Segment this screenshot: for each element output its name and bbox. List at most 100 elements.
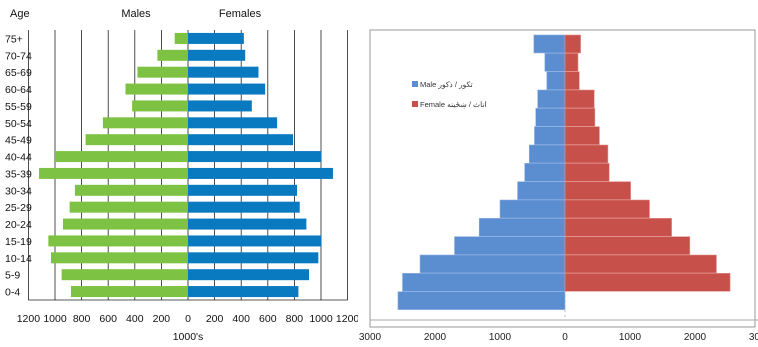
x-tick-label: 600 (259, 313, 277, 325)
female-bar (188, 201, 300, 213)
female-bar (188, 184, 298, 196)
female-bar (564, 53, 579, 72)
female-bar (564, 126, 600, 145)
female-bar (188, 286, 299, 298)
female-bar (564, 34, 581, 54)
male-bar (61, 269, 188, 281)
category-label: 20-24 (5, 219, 32, 231)
x-tick-label: 200 (153, 313, 171, 325)
x-tick-label: 2000 (684, 332, 707, 343)
male-bar (534, 126, 566, 145)
male-bar (48, 235, 188, 247)
x-tick-label: 200 (206, 313, 224, 325)
male-bar (74, 184, 188, 196)
category-label: 65-69 (5, 67, 32, 79)
category-label: 30-34 (5, 185, 32, 197)
x-tick-label: 800 (286, 313, 304, 325)
x-tick-label: 1200 (336, 313, 358, 325)
male-bar (517, 181, 566, 200)
female-bar (188, 117, 278, 129)
x-tick-label: 1200 (17, 313, 41, 325)
male-bar (537, 89, 566, 109)
legend-label-male: Male تکور / ذکور (420, 80, 473, 89)
category-label: 50-54 (5, 118, 32, 130)
male-bar (524, 163, 566, 182)
category-label: 55-59 (5, 101, 32, 113)
male-bar (62, 218, 189, 230)
male-bar (157, 49, 188, 61)
series-label-males: Males (121, 8, 151, 20)
category-label: 45-49 (5, 135, 32, 147)
male-bar (397, 291, 566, 310)
right-population-pyramid: 3000 2000 1000 0 1000 2000 3000 Male تکور / ذکو… (359, 29, 758, 343)
female-bar (564, 163, 610, 182)
female-bar (564, 144, 609, 164)
category-label: 40-44 (5, 152, 32, 164)
category-label: 60-64 (5, 84, 32, 96)
female-bar (188, 49, 246, 61)
female-bar (564, 199, 650, 219)
legend-swatch-male (412, 81, 418, 87)
series-label-females: Females (219, 8, 262, 20)
category-label: 10-14 (5, 253, 32, 265)
female-bar (564, 218, 672, 237)
male-bar (55, 151, 188, 163)
female-bar (188, 66, 259, 78)
left-population-pyramid: Age Males Females 75+ 70-74 65-69 60-64 55-59 50… (5, 8, 358, 343)
x-tick-label: 1000 (43, 313, 67, 325)
female-bar (564, 181, 631, 200)
female-bar (188, 167, 333, 179)
male-bar (137, 66, 188, 78)
x-tick-label: 3000 (749, 332, 758, 343)
male-bar (51, 252, 189, 264)
female-bar (188, 100, 252, 112)
category-label: 5-9 (5, 270, 20, 282)
male-bar (69, 201, 188, 213)
female-bar (188, 218, 307, 230)
male-bar (102, 117, 188, 129)
female-bar (564, 71, 580, 90)
male-bar (402, 273, 566, 292)
male-bar (528, 144, 566, 164)
category-label: 70-74 (5, 50, 32, 62)
x-tick-label: 0 (185, 313, 191, 325)
female-bar (188, 235, 321, 247)
legend-swatch-female (412, 101, 418, 107)
male-bar (70, 286, 188, 298)
x-tick-label: 2000 (424, 332, 447, 343)
plot-frame (369, 29, 756, 328)
male-bar (546, 71, 566, 90)
male-bar (533, 34, 566, 54)
female-bar (188, 269, 310, 281)
male-bar (544, 53, 566, 72)
female-bar (564, 108, 596, 127)
x-tick-label: 400 (232, 313, 250, 325)
category-label: 35-39 (5, 168, 32, 180)
male-bar (454, 236, 566, 255)
female-bar (188, 134, 294, 146)
x-tick-label: 0 (562, 332, 568, 343)
male-bar (499, 199, 566, 219)
female-bar (564, 254, 717, 274)
female-bar (564, 89, 595, 109)
category-label: 15-19 (5, 236, 32, 248)
legend-label-female: Female اناث / ښځینه (420, 100, 487, 109)
male-bar (478, 218, 566, 237)
female-bar (188, 252, 319, 264)
male-bar (39, 167, 188, 179)
x-tick-label: 1000 (309, 313, 333, 325)
x-tick-label: 1000 (619, 332, 642, 343)
male-bar (419, 254, 566, 274)
x-axis-label: 1000's (173, 331, 204, 343)
female-bar (188, 32, 244, 44)
male-bar (174, 32, 188, 44)
category-label: 25-29 (5, 202, 32, 214)
male-bar (125, 83, 188, 95)
x-tick-label: 3000 (359, 332, 382, 343)
female-bar (564, 236, 691, 255)
category-label: 75+ (5, 33, 23, 45)
female-bar (564, 273, 731, 292)
male-bar (132, 100, 188, 112)
category-label: 0-4 (5, 287, 20, 299)
x-tick-label: 400 (126, 313, 144, 325)
